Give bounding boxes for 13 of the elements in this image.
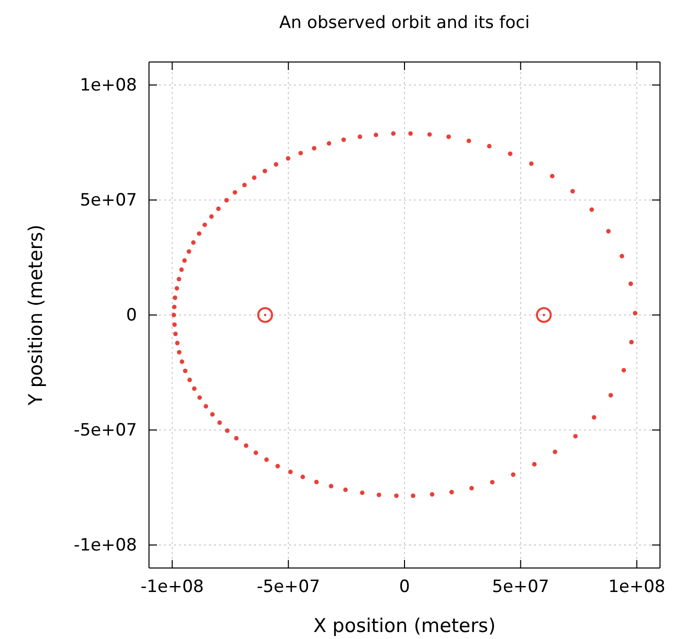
x-tick-label: 5e+07 [492, 577, 550, 598]
chart-title: An observed orbit and its foci [279, 13, 530, 33]
x-tick-label: 0 [399, 577, 410, 598]
y-axis-title: Y position (meters) [25, 224, 47, 406]
x-tick-label: -1e+08 [140, 577, 204, 598]
x-tick-label: -5e+07 [256, 577, 320, 598]
y-tick-label: -1e+08 [74, 535, 137, 556]
y-tick-label: -5e+07 [74, 420, 137, 440]
y-tick-label: 5e+07 [80, 190, 137, 210]
x-axis-title: X position (meters) [313, 615, 496, 637]
y-tick-label: 1e+08 [80, 75, 137, 96]
x-tick-label: 1e+08 [608, 577, 666, 598]
y-tick-label: 0 [126, 305, 137, 326]
